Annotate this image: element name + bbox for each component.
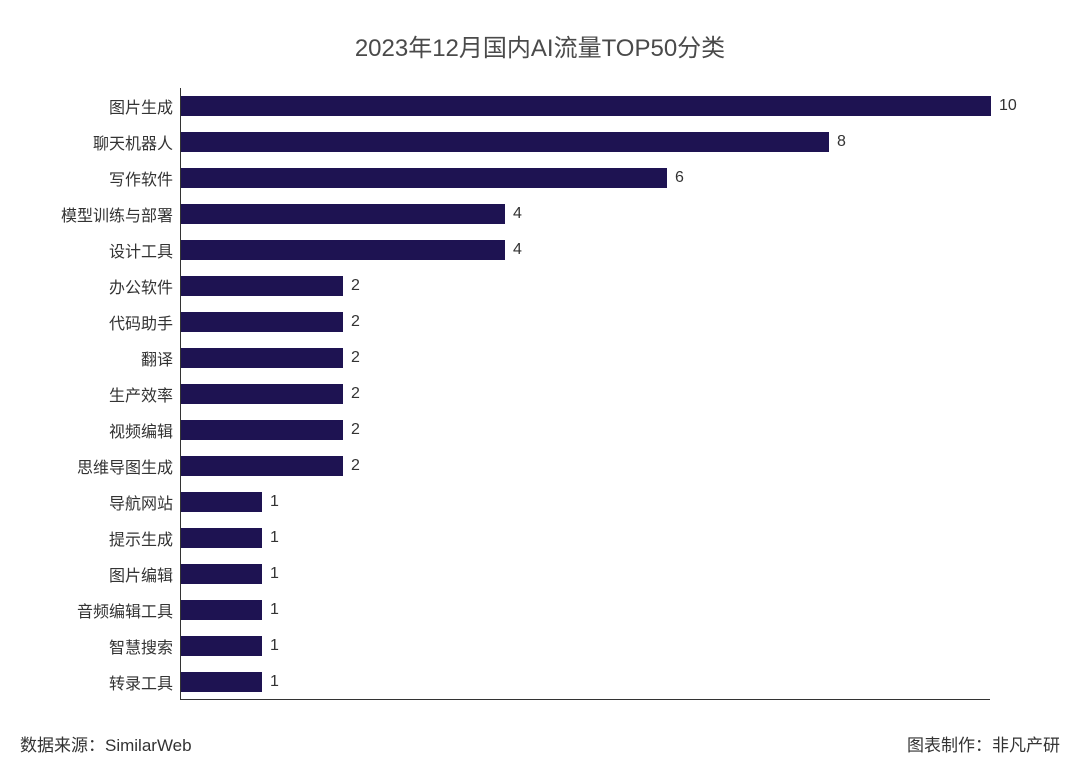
source-label: 数据来源：SimilarWeb <box>20 731 192 756</box>
category-label: 设计工具 <box>109 238 181 262</box>
bar: 10 <box>181 96 991 117</box>
bar-value: 2 <box>343 349 360 367</box>
bar-row: 设计工具4 <box>181 240 990 261</box>
bar-value: 1 <box>262 565 279 583</box>
bar-row: 音频编辑工具1 <box>181 600 990 621</box>
bar-value: 2 <box>343 457 360 475</box>
bar-value: 4 <box>505 241 522 259</box>
bar-value: 2 <box>343 421 360 439</box>
bar-value: 1 <box>262 529 279 547</box>
bar-row: 翻译2 <box>181 348 990 369</box>
category-label: 办公软件 <box>109 274 181 298</box>
category-label: 转录工具 <box>109 670 181 694</box>
category-label: 图片编辑 <box>109 562 181 586</box>
bar-row: 代码助手2 <box>181 312 990 333</box>
category-label: 图片生成 <box>109 94 181 118</box>
category-label: 音频编辑工具 <box>77 598 181 622</box>
bar: 1 <box>181 672 262 693</box>
category-label: 导航网站 <box>109 490 181 514</box>
category-label: 生产效率 <box>109 382 181 406</box>
bar-value: 8 <box>829 133 846 151</box>
bar-row: 提示生成1 <box>181 528 990 549</box>
bar: 4 <box>181 204 505 225</box>
category-label: 视频编辑 <box>109 418 181 442</box>
bar: 1 <box>181 636 262 657</box>
bar-row: 智慧搜索1 <box>181 636 990 657</box>
category-label: 翻译 <box>141 346 181 370</box>
plot-area: 图片生成10 聊天机器人8 写作软件6 模型训练与部署4 设计工具4 办公软件2 代码助手2… <box>180 88 990 700</box>
bar-value: 4 <box>505 205 522 223</box>
category-label: 智慧搜索 <box>109 634 181 658</box>
chart-title: 2023年12月国内AI流量TOP50分类 <box>0 0 1080 63</box>
bar-row: 生产效率2 <box>181 384 990 405</box>
bar: 2 <box>181 348 343 369</box>
bar-value: 6 <box>667 169 684 187</box>
credit-label: 图表制作：非凡产研 <box>907 731 1060 756</box>
bar: 1 <box>181 492 262 513</box>
bar-row: 图片编辑1 <box>181 564 990 585</box>
bar: 4 <box>181 240 505 261</box>
bar-row: 图片生成10 <box>181 96 990 117</box>
bar-value: 1 <box>262 673 279 691</box>
bar-row: 视频编辑2 <box>181 420 990 441</box>
bar-value: 2 <box>343 313 360 331</box>
bar: 2 <box>181 276 343 297</box>
bar: 1 <box>181 528 262 549</box>
bar: 1 <box>181 564 262 585</box>
bar-row: 思维导图生成2 <box>181 456 990 477</box>
bar-value: 1 <box>262 637 279 655</box>
category-label: 模型训练与部署 <box>61 202 181 226</box>
bar-row: 写作软件6 <box>181 168 990 189</box>
bar-value: 1 <box>262 493 279 511</box>
category-label: 写作软件 <box>109 166 181 190</box>
bar-value: 2 <box>343 277 360 295</box>
category-label: 聊天机器人 <box>93 130 181 154</box>
bar: 2 <box>181 384 343 405</box>
bar-value: 2 <box>343 385 360 403</box>
category-label: 提示生成 <box>109 526 181 550</box>
chart-container: 2023年12月国内AI流量TOP50分类 图片生成10聊天机器人8写作软件6模… <box>0 0 1080 770</box>
bar: 8 <box>181 132 829 153</box>
bar-value: 1 <box>262 601 279 619</box>
bar: 6 <box>181 168 667 189</box>
bar: 1 <box>181 600 262 621</box>
bar-row: 聊天机器人8 <box>181 132 990 153</box>
bar-value: 10 <box>991 97 1017 115</box>
bar: 2 <box>181 312 343 333</box>
category-label: 思维导图生成 <box>77 454 181 478</box>
bar-row: 导航网站1 <box>181 492 990 513</box>
bar-row: 转录工具1 <box>181 672 990 693</box>
bar-row: 模型训练与部署4 <box>181 204 990 225</box>
bar: 2 <box>181 456 343 477</box>
bar: 2 <box>181 420 343 441</box>
chart-footer: 数据来源：SimilarWeb 图表制作：非凡产研 <box>0 731 1080 756</box>
bar-row: 办公软件2 <box>181 276 990 297</box>
category-label: 代码助手 <box>109 310 181 334</box>
